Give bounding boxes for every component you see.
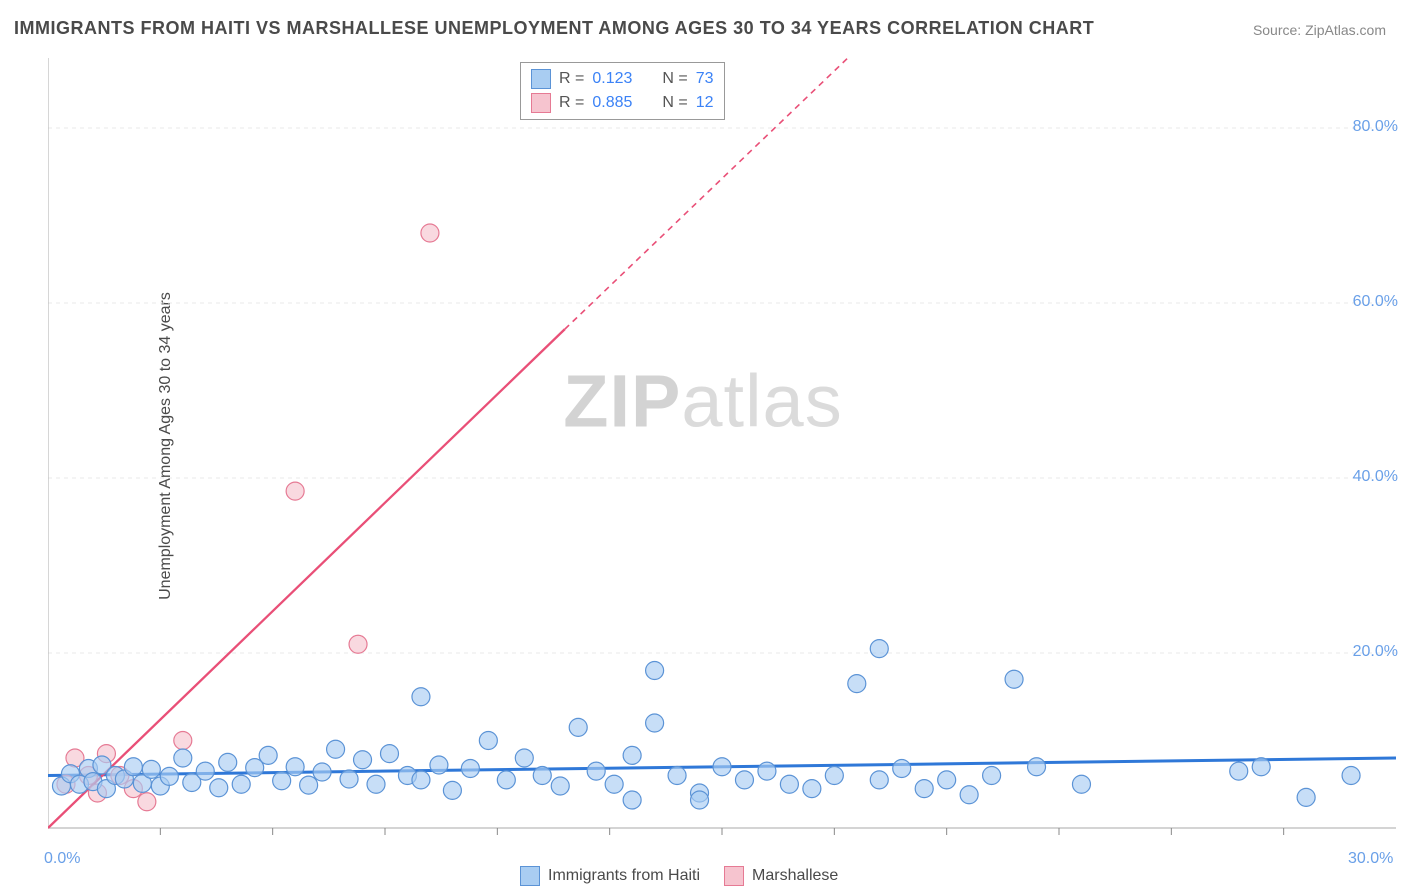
legend-label: Marshallese <box>752 867 838 885</box>
x-tick-label-max: 30.0% <box>1348 850 1393 868</box>
legend-n-label: N = <box>662 91 687 115</box>
legend-n-value: 12 <box>696 91 714 115</box>
legend-r-value: 0.123 <box>592 67 632 91</box>
legend-label: Immigrants from Haiti <box>548 867 700 885</box>
legend-n-label: N = <box>662 67 687 91</box>
legend-item: Marshallese <box>724 866 838 886</box>
y-tick-label: 60.0% <box>1353 293 1398 311</box>
y-tick-label: 80.0% <box>1353 118 1398 136</box>
legend-row: R = 0.123 N = 73 <box>531 67 714 91</box>
y-tick-label: 40.0% <box>1353 468 1398 486</box>
legend-r-label: R = <box>559 67 584 91</box>
legend-r-label: R = <box>559 91 584 115</box>
legend-n-value: 73 <box>696 67 714 91</box>
legend-item: Immigrants from Haiti <box>520 866 700 886</box>
legend-r-value: 0.885 <box>592 91 632 115</box>
legend-row: R = 0.885 N = 12 <box>531 91 714 115</box>
legend-swatch <box>724 866 744 886</box>
y-tick-label: 20.0% <box>1353 643 1398 661</box>
source-label: Source: ZipAtlas.com <box>1253 22 1386 38</box>
legend-swatch <box>520 866 540 886</box>
chart-title: IMMIGRANTS FROM HAITI VS MARSHALLESE UNE… <box>14 18 1094 39</box>
scatter-chart <box>48 58 1396 858</box>
legend-swatch <box>531 93 551 113</box>
series-legend: Immigrants from Haiti Marshallese <box>520 866 838 886</box>
correlation-legend: R = 0.123 N = 73 R = 0.885 N = 12 <box>520 62 725 120</box>
legend-swatch <box>531 69 551 89</box>
x-tick-label-min: 0.0% <box>44 850 80 868</box>
